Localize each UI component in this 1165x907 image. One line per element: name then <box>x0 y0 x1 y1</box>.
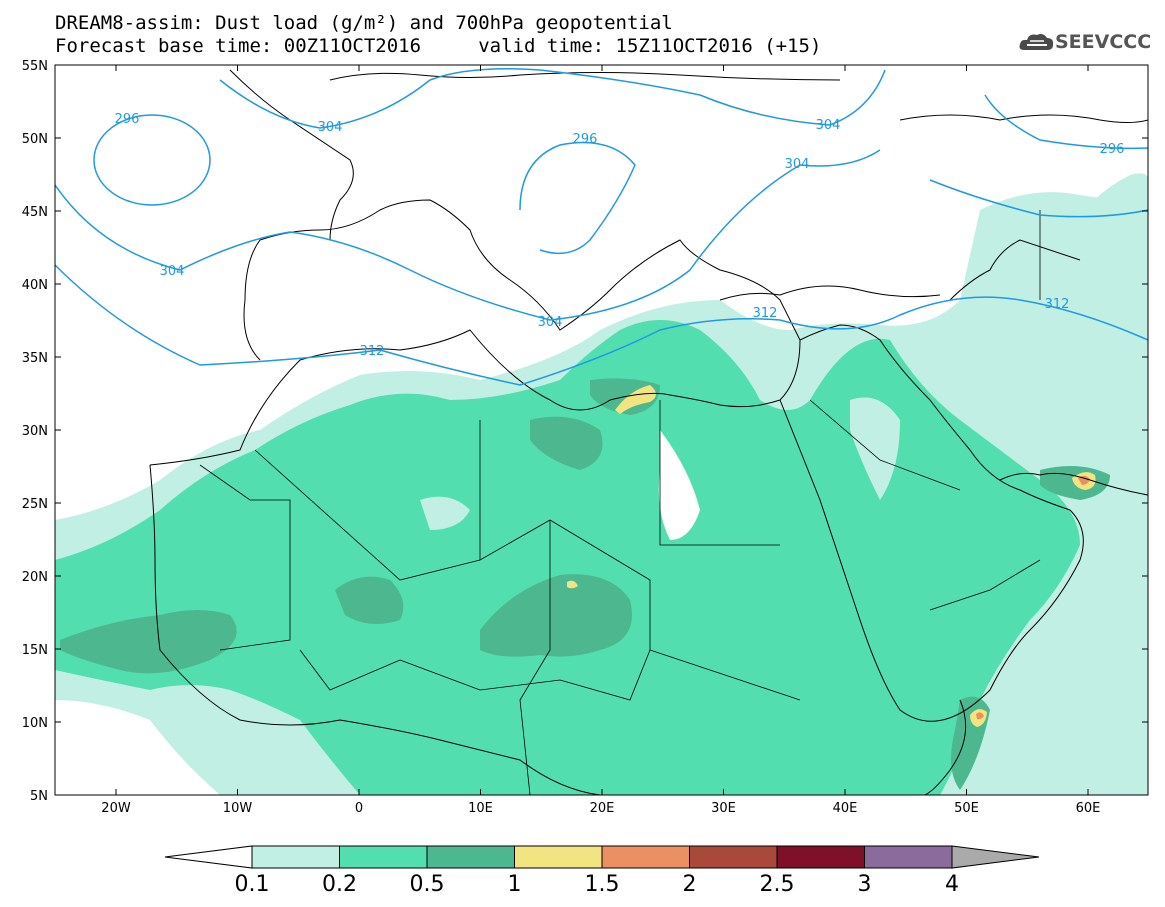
contour-label: 304 <box>318 120 343 135</box>
cloud-icon <box>1019 34 1054 50</box>
colorbar-label: 2 <box>682 872 697 897</box>
colorbar-label: 2.5 <box>759 872 795 897</box>
dust-max-orange <box>1078 475 1090 485</box>
contour-line <box>55 264 1148 386</box>
colorbar-under-triangle <box>164 845 253 869</box>
contour-label: 296 <box>1100 142 1125 157</box>
logo <box>1019 34 1054 50</box>
colorbar-swatch <box>776 845 865 869</box>
dust-area-medium <box>55 320 1080 795</box>
contour-line <box>219 68 886 129</box>
dust-max-orange <box>976 712 984 720</box>
colorbar-swatch <box>251 845 340 869</box>
contour-line <box>93 114 211 206</box>
lat-tick-label: 45N <box>22 205 48 220</box>
lon-tick-label: 30E <box>711 801 736 816</box>
lon-tick-label: 20E <box>590 801 615 816</box>
lat-tick-label: 25N <box>22 497 48 512</box>
dust-clear-patch <box>658 430 700 540</box>
dust-max-yellow <box>615 385 656 414</box>
forecast-time-line: Forecast base time: 00Z11OCT2016 valid t… <box>55 35 822 57</box>
colorbar-label: 0.5 <box>409 872 445 897</box>
colorbar-label: 3 <box>857 872 872 897</box>
lon-tick-label: 20W <box>101 801 131 816</box>
dust-max-yellow <box>567 580 578 589</box>
contour-line <box>984 94 1148 150</box>
contour-label: 304 <box>160 264 185 279</box>
colorbar-swatch <box>864 845 953 869</box>
lon-tick-label: 0 <box>355 801 363 816</box>
colorbar-swatch <box>339 845 428 869</box>
lat-tick-label: 50N <box>22 132 48 147</box>
lon-tick-label: 10E <box>468 801 493 816</box>
latitude-axis: 55N 50N 45N 40N 35N 30N 25N 20N 15N 10N 5N <box>22 59 1148 804</box>
lon-tick-label: 10W <box>223 801 253 816</box>
colorbar-swatch <box>514 845 603 869</box>
contour-label: 304 <box>816 118 841 133</box>
colorbar-label: 4 <box>945 872 959 897</box>
longitude-axis: 20W 10W 0 10E 20E 30E 40E 50E 60E <box>101 65 1100 816</box>
contour-line <box>929 179 1148 218</box>
dust-area-light-north <box>960 192 1148 336</box>
colorbar <box>164 845 1040 869</box>
lat-tick-label: 10N <box>22 716 48 731</box>
contour-label: 304 <box>538 315 563 330</box>
chart-title: DREAM8-assim: Dust load (g/m²) and 700hP… <box>55 12 673 34</box>
contour-labels: 296 304 304 296 304 296 304 304 312 312 … <box>115 112 1125 359</box>
contour-line <box>55 149 881 321</box>
colorbar-over-triangle <box>951 845 1040 869</box>
colorbar-label: 1.5 <box>584 872 620 897</box>
lat-tick-label: 5N <box>30 789 48 804</box>
lat-tick-label: 55N <box>22 59 48 74</box>
lon-tick-label: 40E <box>833 801 858 816</box>
dust-fields <box>55 173 1148 795</box>
lat-tick-label: 15N <box>22 643 48 658</box>
contour-label: 296 <box>115 112 140 127</box>
colorbar-swatch <box>601 845 690 869</box>
dust-area-dark <box>530 416 603 470</box>
coastlines <box>149 69 1148 795</box>
lat-tick-label: 20N <box>22 570 48 585</box>
lat-tick-label: 35N <box>22 351 48 366</box>
dust-clear-patch <box>420 496 470 530</box>
contour-label: 312 <box>360 344 385 359</box>
logo-text: SEEVCCC <box>1055 31 1152 53</box>
contour-label: 296 <box>573 132 598 147</box>
lat-tick-label: 30N <box>22 424 48 439</box>
lon-tick-label: 50E <box>954 801 979 816</box>
lon-tick-label: 60E <box>1076 801 1101 816</box>
dust-area-dark <box>60 610 237 674</box>
colorbar-label: 0.1 <box>234 872 270 897</box>
contour-line <box>519 141 636 255</box>
contour-label: 312 <box>1045 297 1070 312</box>
colorbar-swatch <box>426 845 515 869</box>
contour-label: 304 <box>785 157 810 172</box>
country-borders <box>199 210 1041 795</box>
contour-label: 312 <box>753 306 778 321</box>
colorbar-label: 1 <box>507 872 522 897</box>
colorbar-swatch <box>689 845 778 869</box>
dust-area-dark <box>335 576 404 624</box>
dust-area-dark <box>480 574 632 657</box>
geopotential-contours <box>55 68 1148 386</box>
colorbar-label: 0.2 <box>322 872 357 897</box>
dust-clear-patch <box>850 397 900 500</box>
lat-tick-label: 40N <box>22 278 48 293</box>
